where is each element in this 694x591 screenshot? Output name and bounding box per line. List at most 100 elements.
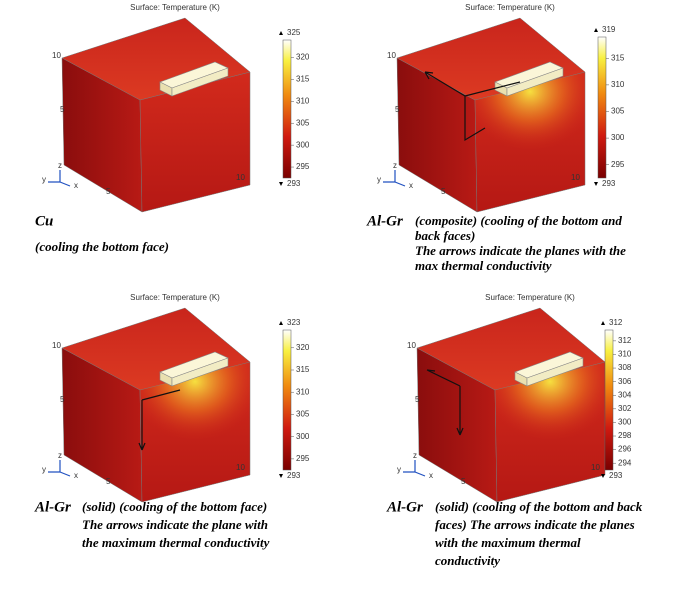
- max-marker: [594, 28, 598, 32]
- panel: Surface: Temperature (K) 10 5 5 10 z y x 319 293 3…: [366, 3, 626, 273]
- colorbar: [282, 39, 292, 179]
- min-marker: [279, 182, 283, 186]
- heat-glow: [140, 362, 250, 460]
- triad-label: x: [429, 471, 433, 480]
- arrow: [138, 389, 181, 451]
- min-marker: [279, 474, 283, 478]
- panel: Surface: Temperature (K) 10 5 5 10 z y x 323 293 3…: [34, 293, 310, 550]
- colorbar-tick-label: 312: [618, 336, 632, 345]
- heater-side: [171, 67, 229, 97]
- colorbar-tick-label: 300: [611, 133, 625, 142]
- axis-label: 5: [415, 395, 420, 404]
- caption-line: (solid) (cooling of the bottom and back: [435, 499, 643, 514]
- triad-label: y: [397, 465, 401, 474]
- triad-label: z: [393, 161, 397, 170]
- colorbar-max: 319: [602, 25, 616, 34]
- axis-label: 5: [60, 395, 65, 404]
- caption-lead: Al-Gr: [366, 213, 403, 229]
- colorbar: [604, 329, 614, 471]
- colorbar-min: 293: [287, 471, 301, 480]
- colorbar-tick-label: 315: [296, 365, 310, 374]
- heater-side: [526, 357, 584, 387]
- max-marker: [279, 31, 283, 35]
- axis-label: 10: [591, 463, 600, 472]
- axis-label: 10: [571, 173, 580, 182]
- colorbar-tick-label: 310: [618, 350, 632, 359]
- colorbar-tick-label: 300: [296, 140, 310, 149]
- triad-label: y: [377, 175, 381, 184]
- caption-line: max thermal conductivity: [415, 258, 552, 273]
- colorbar-tick-label: 304: [618, 390, 632, 399]
- axis-label: 5: [60, 105, 65, 114]
- caption-lead: Cu: [35, 213, 53, 229]
- min-marker: [594, 182, 598, 186]
- axis-label: 10: [236, 463, 245, 472]
- arrow: [424, 71, 521, 142]
- caption-lead: Al-Gr: [386, 499, 423, 515]
- colorbar-tick-label: 305: [296, 410, 310, 419]
- axis-label: 10: [236, 173, 245, 182]
- heater-side: [171, 357, 229, 387]
- axis-label: 10: [407, 341, 416, 350]
- caption-line: back faces): [415, 228, 475, 243]
- colorbar-tick-label: 305: [611, 107, 625, 116]
- plot-title: Surface: Temperature (K): [130, 293, 220, 302]
- colorbar: [282, 329, 292, 471]
- max-marker: [279, 321, 283, 325]
- colorbar-tick-label: 315: [611, 53, 625, 62]
- colorbar-tick-label: 306: [618, 377, 632, 386]
- axis-triad: [383, 170, 406, 187]
- colorbar-tick-label: 295: [296, 162, 310, 171]
- colorbar-tick-label: 294: [618, 458, 632, 467]
- heat-glow: [475, 72, 585, 170]
- colorbar-min: 293: [609, 471, 623, 480]
- colorbar-tick-label: 320: [296, 343, 310, 352]
- caption-line: conductivity: [435, 553, 500, 568]
- colorbar-max: 323: [287, 318, 301, 327]
- panel: Surface: Temperature (K) 10 5 5 10 z y x 325 293 3…: [35, 3, 310, 254]
- plot-title: Surface: Temperature (K): [130, 3, 220, 12]
- max-marker: [601, 321, 605, 325]
- axis-label: 5: [106, 477, 111, 486]
- axis-label: 10: [52, 341, 61, 350]
- colorbar-tick-label: 298: [618, 431, 632, 440]
- triad-label: x: [74, 181, 78, 190]
- min-marker: [601, 474, 605, 478]
- axis-label: 5: [441, 187, 446, 196]
- heater-side: [506, 67, 564, 97]
- caption-line: the maximum thermal conductivity: [82, 535, 270, 550]
- colorbar-max: 325: [287, 28, 301, 37]
- triad-label: z: [413, 451, 417, 460]
- axis-label: 10: [52, 51, 61, 60]
- caption-line: faces) The arrows indicate the planes: [435, 517, 635, 532]
- axis-label: 5: [395, 105, 400, 114]
- colorbar-tick-label: 302: [618, 404, 632, 413]
- colorbar-tick-label: 300: [618, 418, 632, 427]
- colorbar-tick-label: 295: [296, 454, 310, 463]
- axis-label: 5: [106, 187, 111, 196]
- colorbar-tick-label: 308: [618, 363, 632, 372]
- triad-label: x: [409, 181, 413, 190]
- caption-line: (composite) (cooling of the bottom and: [415, 213, 622, 228]
- caption-lead: Al-Gr: [34, 499, 71, 515]
- colorbar-tick-label: 300: [296, 432, 310, 441]
- triad-label: y: [42, 465, 46, 474]
- plot-title: Surface: Temperature (K): [465, 3, 555, 12]
- caption-line: The arrows indicate the plane with: [82, 517, 268, 532]
- caption-line: The arrows indicate the planes with the: [415, 243, 626, 258]
- caption-line: (solid) (cooling of the bottom face): [82, 499, 267, 514]
- panel: Surface: Temperature (K) 10 5 5 10 z y x 312 293 3…: [386, 293, 643, 568]
- colorbar-min: 293: [602, 179, 616, 188]
- colorbar-tick-label: 295: [611, 160, 625, 169]
- colorbar-tick-label: 305: [296, 118, 310, 127]
- colorbar: [597, 36, 607, 179]
- colorbar-tick-label: 315: [296, 75, 310, 84]
- triad-label: z: [58, 161, 62, 170]
- arrow: [426, 369, 464, 436]
- triad-label: x: [74, 471, 78, 480]
- triad-label: y: [42, 175, 46, 184]
- colorbar-tick-label: 296: [618, 445, 632, 454]
- heat-glow: [495, 362, 605, 460]
- triad-label: z: [58, 451, 62, 460]
